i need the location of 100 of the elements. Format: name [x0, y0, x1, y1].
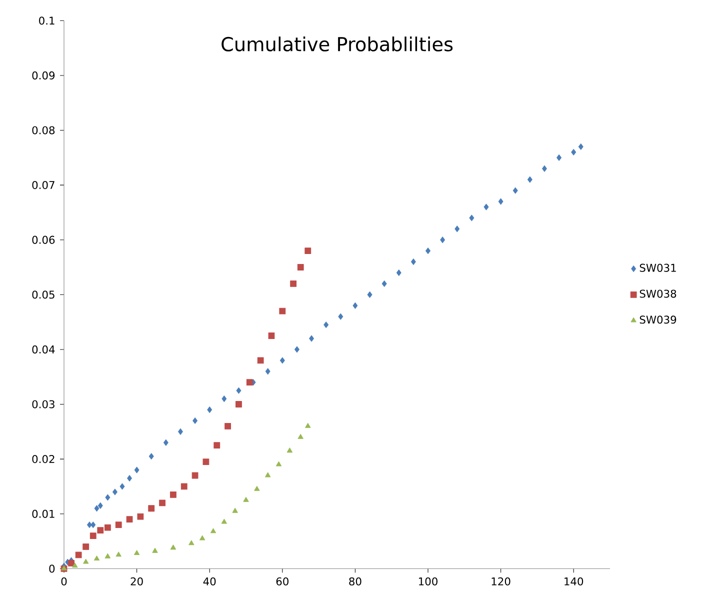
point — [115, 522, 122, 528]
point — [527, 176, 532, 183]
point — [178, 428, 183, 435]
point — [294, 346, 300, 353]
point — [512, 187, 518, 194]
point — [440, 236, 446, 244]
point — [90, 522, 96, 528]
y-tick-label: 0.05 — [32, 290, 54, 299]
point — [159, 500, 166, 506]
point — [304, 248, 312, 254]
point — [72, 562, 78, 568]
point — [556, 154, 562, 161]
point — [112, 488, 118, 496]
point — [104, 524, 111, 531]
point — [180, 483, 188, 490]
point — [232, 508, 238, 513]
point — [116, 552, 122, 557]
point — [105, 494, 110, 501]
point — [338, 313, 344, 320]
y-tick-label: 0.03 — [32, 400, 54, 408]
point — [120, 483, 125, 490]
point — [352, 302, 358, 309]
point — [221, 518, 227, 524]
point — [286, 448, 292, 453]
y-tick-label: 0.01 — [32, 510, 54, 518]
point — [222, 396, 227, 402]
y-tick-label: 0.06 — [32, 236, 55, 244]
point — [188, 540, 194, 546]
y-tick-label: 0.07 — [32, 181, 54, 190]
point — [578, 143, 584, 150]
point — [279, 308, 286, 314]
point — [224, 422, 231, 430]
point — [297, 264, 304, 270]
point — [82, 544, 90, 550]
point — [268, 332, 275, 339]
point — [236, 387, 242, 394]
x-tick-label: 60 — [276, 577, 288, 586]
x-tick-label: 140 — [564, 577, 584, 586]
point — [257, 357, 264, 364]
point — [94, 556, 100, 561]
point — [200, 535, 206, 540]
point — [137, 513, 144, 520]
point — [207, 406, 212, 413]
point — [210, 528, 216, 534]
x-tick-label: 0 — [61, 577, 67, 586]
x-tick-label: 40 — [203, 577, 216, 586]
point — [236, 401, 242, 408]
y-tick-label: 0.09 — [32, 71, 55, 80]
point — [134, 550, 140, 556]
point — [97, 527, 104, 534]
legend-label: SW039 — [640, 316, 676, 324]
point — [290, 280, 297, 287]
point — [305, 422, 311, 428]
point — [454, 226, 460, 232]
legend-label: SW038 — [640, 290, 676, 298]
point — [484, 204, 489, 210]
y-tick-label: 0.08 — [32, 126, 55, 134]
point — [83, 558, 89, 564]
point — [98, 502, 103, 509]
text: Cumulative Probablilties — [222, 36, 453, 52]
point — [243, 496, 249, 502]
point — [246, 379, 253, 386]
y-tick-label: 0.02 — [32, 455, 54, 464]
point — [170, 491, 176, 498]
point — [152, 548, 158, 553]
point — [127, 475, 132, 482]
legend-label: SW031 — [640, 264, 676, 272]
point — [192, 417, 198, 424]
point — [68, 560, 74, 566]
y-tick-label: 0 — [49, 564, 55, 573]
point — [265, 472, 271, 478]
x-tick-label: 80 — [349, 577, 362, 586]
point — [163, 439, 168, 446]
point — [396, 270, 402, 276]
point — [426, 248, 430, 254]
point — [309, 335, 314, 342]
point — [298, 434, 304, 439]
point — [126, 516, 133, 523]
point — [410, 258, 416, 265]
point — [90, 532, 96, 539]
point — [202, 458, 210, 465]
point — [192, 472, 198, 479]
y-tick-label: 0.1 — [39, 16, 54, 25]
point — [254, 486, 260, 491]
point — [324, 322, 329, 328]
point — [104, 553, 110, 558]
point — [265, 368, 270, 375]
point — [94, 505, 100, 512]
point — [214, 442, 220, 449]
x-tick-label: 120 — [492, 577, 510, 586]
point — [75, 552, 82, 558]
y-tick-label: 0.04 — [32, 345, 55, 354]
point — [170, 544, 176, 550]
point — [87, 522, 92, 528]
point — [134, 466, 140, 474]
x-tick-label: 20 — [130, 577, 143, 586]
point — [542, 165, 547, 172]
point — [498, 198, 504, 205]
point — [148, 453, 154, 460]
point — [280, 357, 285, 364]
